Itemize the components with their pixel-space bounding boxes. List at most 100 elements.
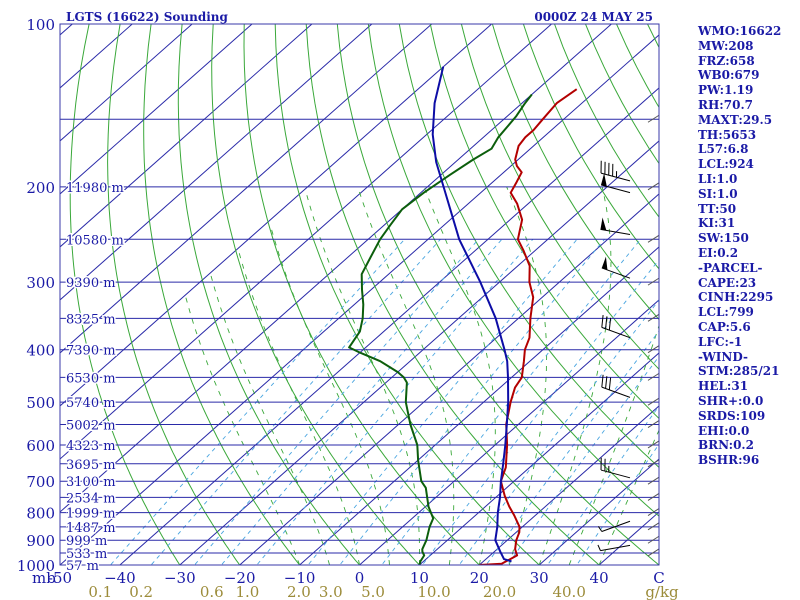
wind-profile-tick [647,492,660,501]
isotherm [60,24,612,513]
dry-adiabat [429,24,659,420]
dry-adiabat [522,24,659,270]
height-level-label: 10580 m [66,233,124,248]
wind-barb-staff [600,469,631,479]
sounding-index: BSHR:96 [698,453,760,468]
moist-adiabat [210,274,331,565]
wind-barb-staff [601,326,631,339]
mixing-ratio-line [150,238,441,565]
wind-profile-tick [647,548,660,557]
temperature-tick-label: 0 [355,569,365,587]
temperature-tick-label: 30 [530,569,549,587]
sounding-index: LCL:799 [698,305,754,320]
height-level-label: 11980 m [66,181,124,196]
wind-barb [597,544,631,552]
moist-adiabat [269,224,390,565]
dry-adiabat [398,24,659,469]
sounding-index: -PARCEL- [698,260,763,275]
sounding-index: TH:5653 [698,127,757,142]
height-level-label: 1999 m [66,507,116,522]
dewpoint-profile [348,93,533,565]
wind-barb-staff [601,520,631,532]
height-level-label: 57 m [66,559,99,574]
dry-adiabat [69,24,181,565]
height-level-label: 1487 m [66,521,116,536]
pressure-tick-label: 700 [26,473,55,491]
temperature-profile [479,88,578,565]
dry-adiabat [367,24,659,517]
sounding-index: CAP:5.6 [698,319,751,334]
moist-adiabat [568,324,659,565]
isobar-grid [60,23,659,566]
pressure-unit-label: mb [32,569,56,587]
sounding-index: L57:6.8 [698,142,749,157]
sounding-index: FRZ:658 [698,53,755,68]
sounding-index: MW:208 [698,38,754,53]
sounding-index: STM:285/21 [698,364,780,379]
wind-barb-pennant [601,173,607,187]
wind-barbs [597,114,660,557]
wind-profile-tick [647,522,660,531]
observation-time: 0000Z 24 MAY 25 [534,10,653,24]
isotherm [60,24,373,301]
height-level-label: 2534 m [66,491,116,506]
wind-barb [601,256,631,279]
wind-barb [600,217,631,236]
pressure-tick-label: 900 [26,532,55,550]
dry-adiabat [177,24,361,565]
dry-adiabat [211,24,421,565]
mixing-ratio-line [109,238,405,565]
wind-profile-tick [647,508,660,516]
wind-barb-half-flag [597,526,603,532]
wind-barb-staff [601,267,631,279]
dry-adiabat [460,24,659,370]
pressure-tick-label: 1000 [17,557,55,575]
height-level-label: 5002 m [66,419,116,434]
wind-barb-pennant [601,256,608,270]
pressure-tick-label: 800 [26,505,55,523]
isotherm [419,352,659,565]
isotherm [538,458,659,565]
height-level-label: 8325 m [66,312,116,327]
wind-barb-staff [600,544,631,552]
sounding-index: EHI:0.0 [698,423,750,438]
pressure-tick-label: 100 [26,16,55,34]
mixing-ratio-label: 1.0 [236,583,260,600]
pressure-tick-label: 200 [26,179,55,197]
height-level-label: 9390 m [66,276,116,291]
temperature-tick-label: 40 [590,569,609,587]
sounding-index: WMO:16622 [698,24,782,38]
wind-barb-staff [600,172,631,182]
pressure-tick-label: 400 [26,342,55,360]
mixing-ratio-label: g/kg [645,583,679,600]
height-level-label: 5740 m [66,396,116,411]
wind-barb-staff [601,386,631,398]
temperature-tick-label: −30 [164,569,196,587]
mixing-ratio-label: 0.6 [200,583,224,600]
sounding-index: MAXT:29.5 [698,112,773,127]
mixing-ratio-label: 0.1 [88,583,112,600]
sounding-index: RH:70.7 [698,97,753,112]
isotherm [60,24,193,142]
isotherm [299,246,659,565]
height-level-label: 6530 m [66,371,116,386]
parcel-profile [431,66,512,563]
moist-adiabat [598,429,659,565]
wind-barb-half-flag [597,544,601,551]
isotherm [119,87,659,565]
sounding-index: CINH:2295 [698,290,774,305]
temperature-tick-label: −10 [284,569,316,587]
height-level-label: 3100 m [66,475,116,490]
temperature-tick-label: 10 [410,569,429,587]
isotherm [359,299,659,565]
wind-barb-flag [601,374,604,388]
wind-barb-flag [608,377,612,390]
isotherm [60,24,492,407]
pressure-tick-label: 300 [26,274,55,292]
wind-barb-flag [608,317,612,331]
dry-adiabat [107,24,241,565]
wind-profile-tick [647,440,660,449]
wind-profile-tick [647,234,660,243]
